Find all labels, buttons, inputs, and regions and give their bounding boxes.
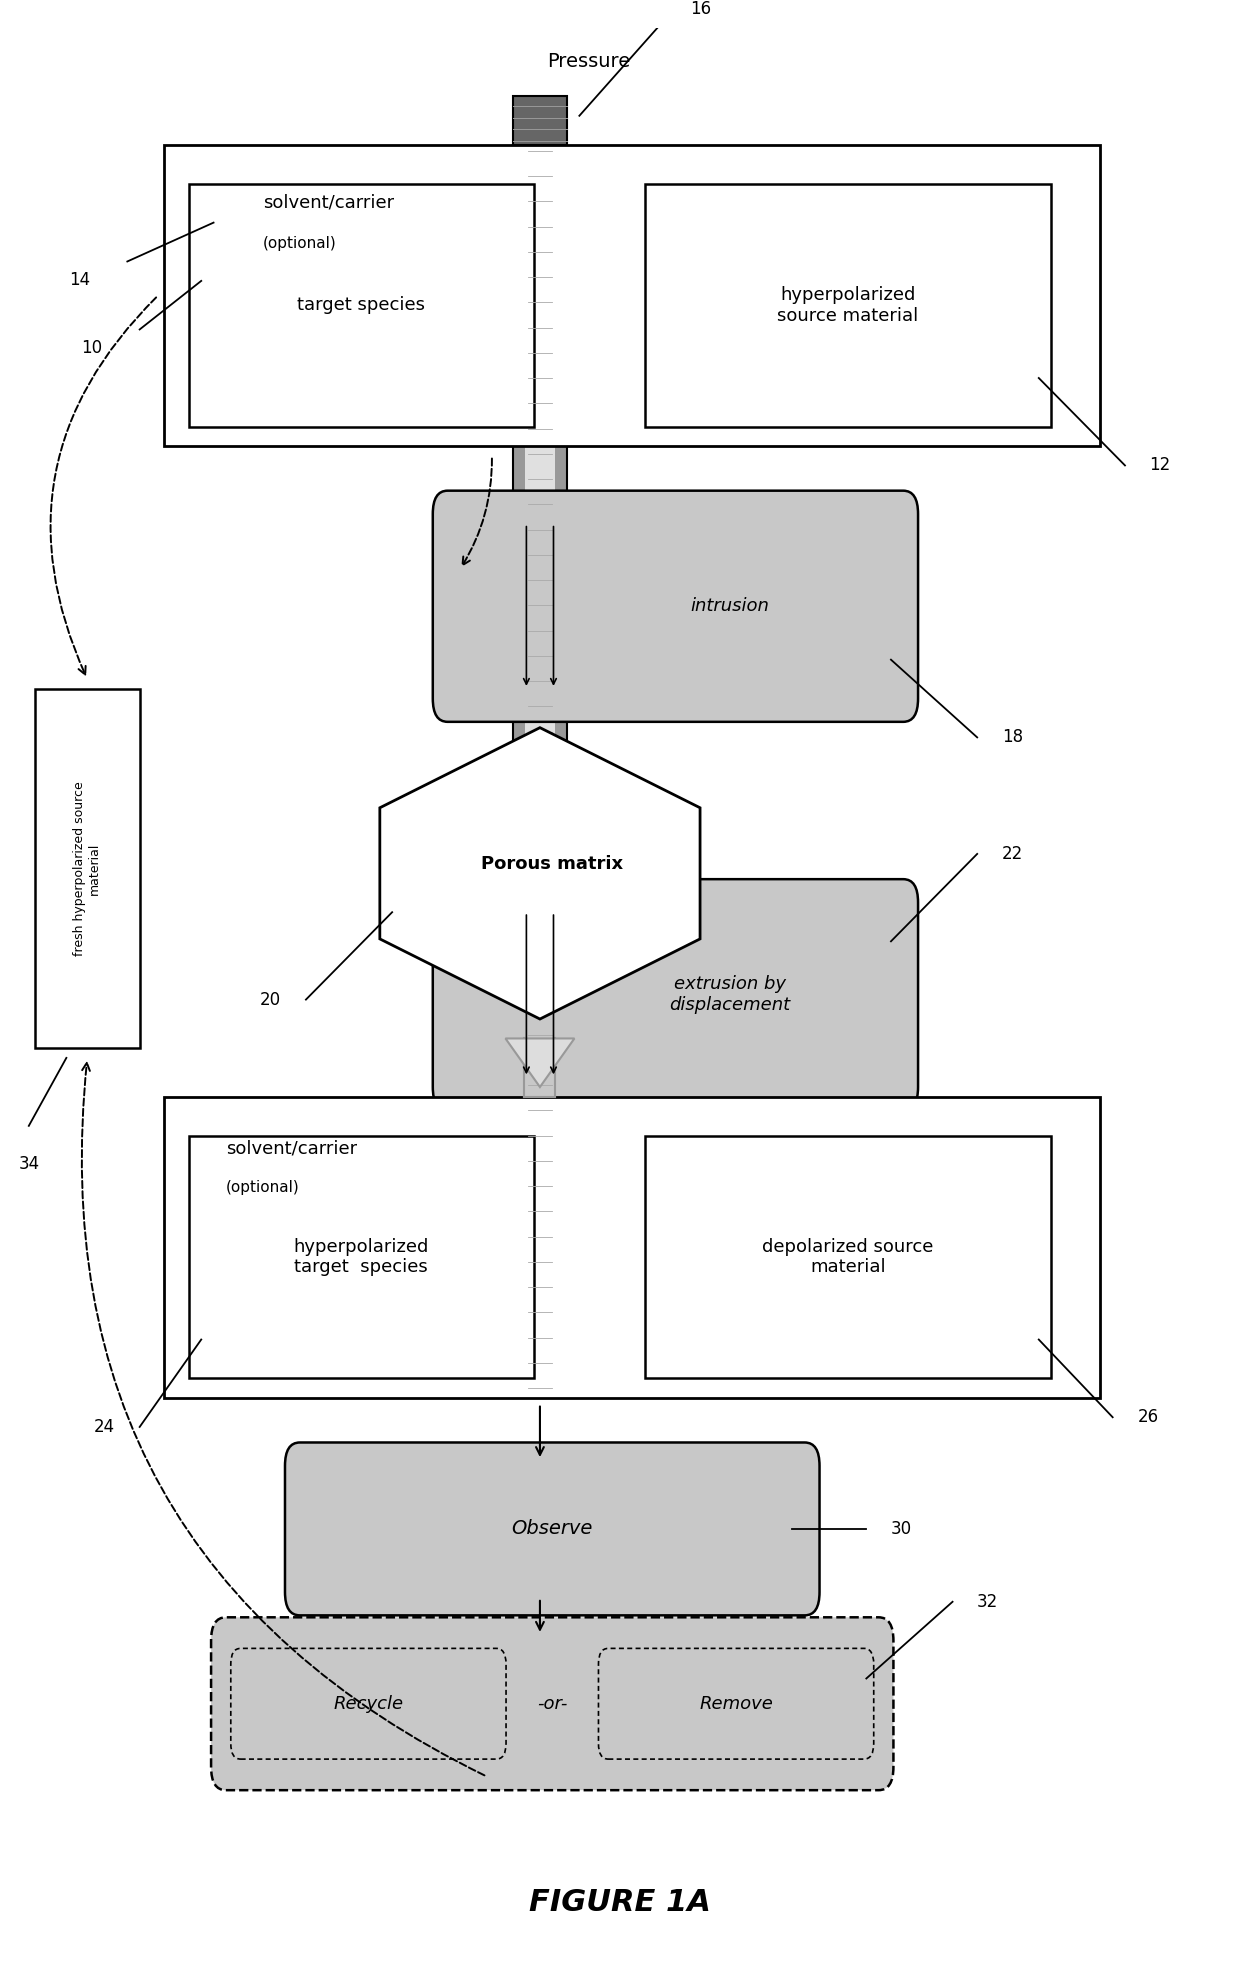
Text: Recycle: Recycle [334, 1695, 403, 1712]
Text: 18: 18 [1002, 729, 1023, 747]
Text: depolarized source
material: depolarized source material [763, 1238, 934, 1276]
Text: 30: 30 [892, 1521, 913, 1539]
Polygon shape [379, 727, 701, 1019]
Text: 34: 34 [19, 1155, 40, 1173]
Bar [513, 144, 567, 1398]
Bar [645, 184, 1052, 427]
Bar [164, 144, 1100, 446]
Text: Porous matrix: Porous matrix [481, 855, 624, 873]
Text: 20: 20 [260, 991, 281, 1009]
Bar [164, 1096, 1100, 1398]
Text: 12: 12 [1149, 456, 1171, 474]
Bar [525, 144, 554, 1398]
Text: intrusion: intrusion [691, 596, 770, 616]
Bar [188, 184, 533, 427]
Text: -or-: -or- [537, 1695, 568, 1712]
Bar [645, 1136, 1052, 1379]
Text: extrusion by
displacement: extrusion by displacement [670, 976, 791, 1013]
Text: Observe: Observe [512, 1519, 593, 1539]
Text: fresh hyperpolarized source
material: fresh hyperpolarized source material [73, 782, 102, 956]
Bar [35, 689, 140, 1049]
FancyBboxPatch shape [231, 1649, 506, 1760]
FancyBboxPatch shape [599, 1649, 874, 1760]
FancyBboxPatch shape [433, 490, 918, 721]
Text: solvent/carrier: solvent/carrier [226, 1140, 357, 1157]
Bar [188, 1136, 533, 1379]
Polygon shape [506, 1039, 574, 1086]
Text: 10: 10 [82, 340, 103, 357]
Text: 16: 16 [691, 0, 712, 18]
Text: solvent/carrier: solvent/carrier [263, 194, 394, 211]
Text: FIGURE 1A: FIGURE 1A [529, 1888, 711, 1918]
Text: Pressure: Pressure [548, 51, 631, 71]
FancyBboxPatch shape [433, 879, 918, 1110]
Text: (optional): (optional) [226, 1181, 300, 1195]
Text: hyperpolarized
target  species: hyperpolarized target species [294, 1238, 429, 1276]
Text: 24: 24 [94, 1418, 115, 1436]
FancyBboxPatch shape [285, 1442, 820, 1616]
Text: 32: 32 [977, 1592, 998, 1612]
Text: hyperpolarized
source material: hyperpolarized source material [777, 286, 919, 324]
Text: 22: 22 [1002, 845, 1023, 863]
Text: 26: 26 [1137, 1408, 1158, 1426]
Text: (optional): (optional) [263, 237, 336, 251]
Text: Remove: Remove [699, 1695, 773, 1712]
Text: target species: target species [298, 296, 425, 314]
Bar [513, 97, 567, 144]
Text: 14: 14 [69, 271, 91, 288]
FancyBboxPatch shape [211, 1618, 894, 1789]
